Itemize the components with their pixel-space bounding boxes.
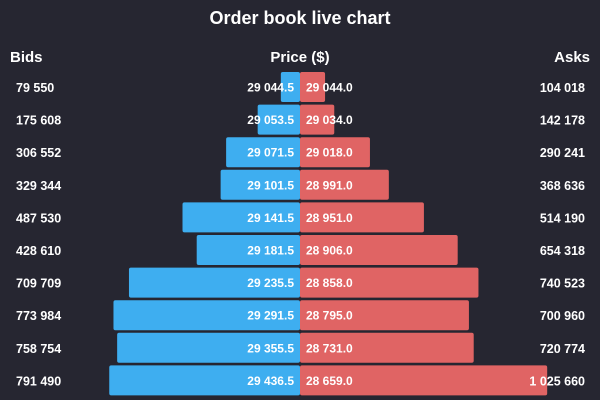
ask-bar [300, 235, 458, 265]
bid-quantity-label: 329 344 [16, 179, 61, 193]
bid-bar [226, 137, 300, 168]
ask-quantity-label: 514 190 [540, 211, 585, 225]
bid-bar [182, 202, 300, 233]
bids-header: Bids [10, 49, 43, 66]
bid-price-label: 29 044.5 [247, 81, 294, 95]
bid-quantity-label: 306 552 [16, 146, 61, 160]
ask-quantity-label: 1 025 660 [529, 374, 585, 388]
ask-bar [300, 202, 424, 233]
ask-bar [300, 332, 474, 363]
bid-quantity-label: 175 608 [16, 114, 61, 128]
bid-quantity-label: 428 610 [16, 244, 61, 258]
labels-layer: 29 044.5 79 550 29 053.5 175 608 29 071.5 306… [16, 81, 585, 389]
asks-header: Asks [554, 49, 590, 66]
bid-quantity-label: 773 984 [16, 309, 61, 323]
bid-quantity-label: 758 754 [16, 342, 61, 356]
ask-bar [300, 365, 548, 396]
ask-quantity-label: 368 636 [540, 179, 585, 193]
ask-price-label: 28 659.0 [306, 374, 353, 388]
ask-price-label: 29 044.0 [306, 81, 353, 95]
bid-price-label: 29 355.5 [247, 341, 294, 355]
bid-bar [280, 72, 300, 102]
bid-price-label: 29 101.5 [247, 178, 294, 192]
price-header: Price ($) [270, 49, 329, 66]
bid-quantity-label: 487 530 [16, 211, 61, 225]
bid-bar [113, 300, 301, 331]
bid-quantity-label: 709 709 [16, 277, 61, 291]
ask-bar [300, 137, 370, 168]
ask-quantity-label: 654 318 [540, 244, 585, 258]
ask-bar [300, 300, 469, 331]
bid-price-label: 29 235.5 [247, 276, 294, 290]
ask-price-label: 29 034.0 [306, 113, 353, 127]
bid-price-label: 29 291.5 [247, 309, 294, 323]
ask-quantity-label: 720 774 [540, 342, 585, 356]
ask-price-label: 28 991.0 [306, 178, 353, 192]
bid-bar [220, 169, 300, 200]
ask-bar [300, 169, 389, 200]
bid-bar [109, 365, 300, 396]
ask-price-label: 28 731.0 [306, 341, 353, 355]
bid-price-label: 29 181.5 [247, 244, 294, 258]
ask-bar [300, 267, 479, 298]
bid-bar [117, 332, 300, 363]
ask-quantity-label: 700 960 [540, 309, 585, 323]
bid-price-label: 29 053.5 [247, 113, 294, 127]
ask-quantity-label: 142 178 [540, 114, 585, 128]
ask-price-label: 29 018.0 [306, 146, 353, 160]
bid-price-label: 29 141.5 [247, 211, 294, 225]
ask-price-label: 28 906.0 [306, 244, 353, 258]
bid-quantity-label: 791 490 [16, 374, 61, 388]
bid-bar [196, 235, 300, 265]
ask-price-label: 28 951.0 [306, 211, 353, 225]
ask-price-label: 28 795.0 [306, 309, 353, 323]
ask-bar [300, 72, 326, 102]
ask-quantity-label: 740 523 [540, 277, 585, 291]
bid-bar [257, 104, 300, 135]
ask-quantity-label: 290 241 [540, 146, 585, 160]
ask-price-label: 28 858.0 [306, 276, 353, 290]
ask-bar [300, 104, 335, 135]
ask-quantity-label: 104 018 [540, 81, 585, 95]
chart-title: Order book live chart [209, 8, 390, 28]
bars-layer [109, 72, 548, 396]
bid-bar [128, 267, 300, 298]
bid-price-label: 29 071.5 [247, 146, 294, 160]
bid-price-label: 29 436.5 [247, 374, 294, 388]
bid-quantity-label: 79 550 [16, 81, 54, 95]
